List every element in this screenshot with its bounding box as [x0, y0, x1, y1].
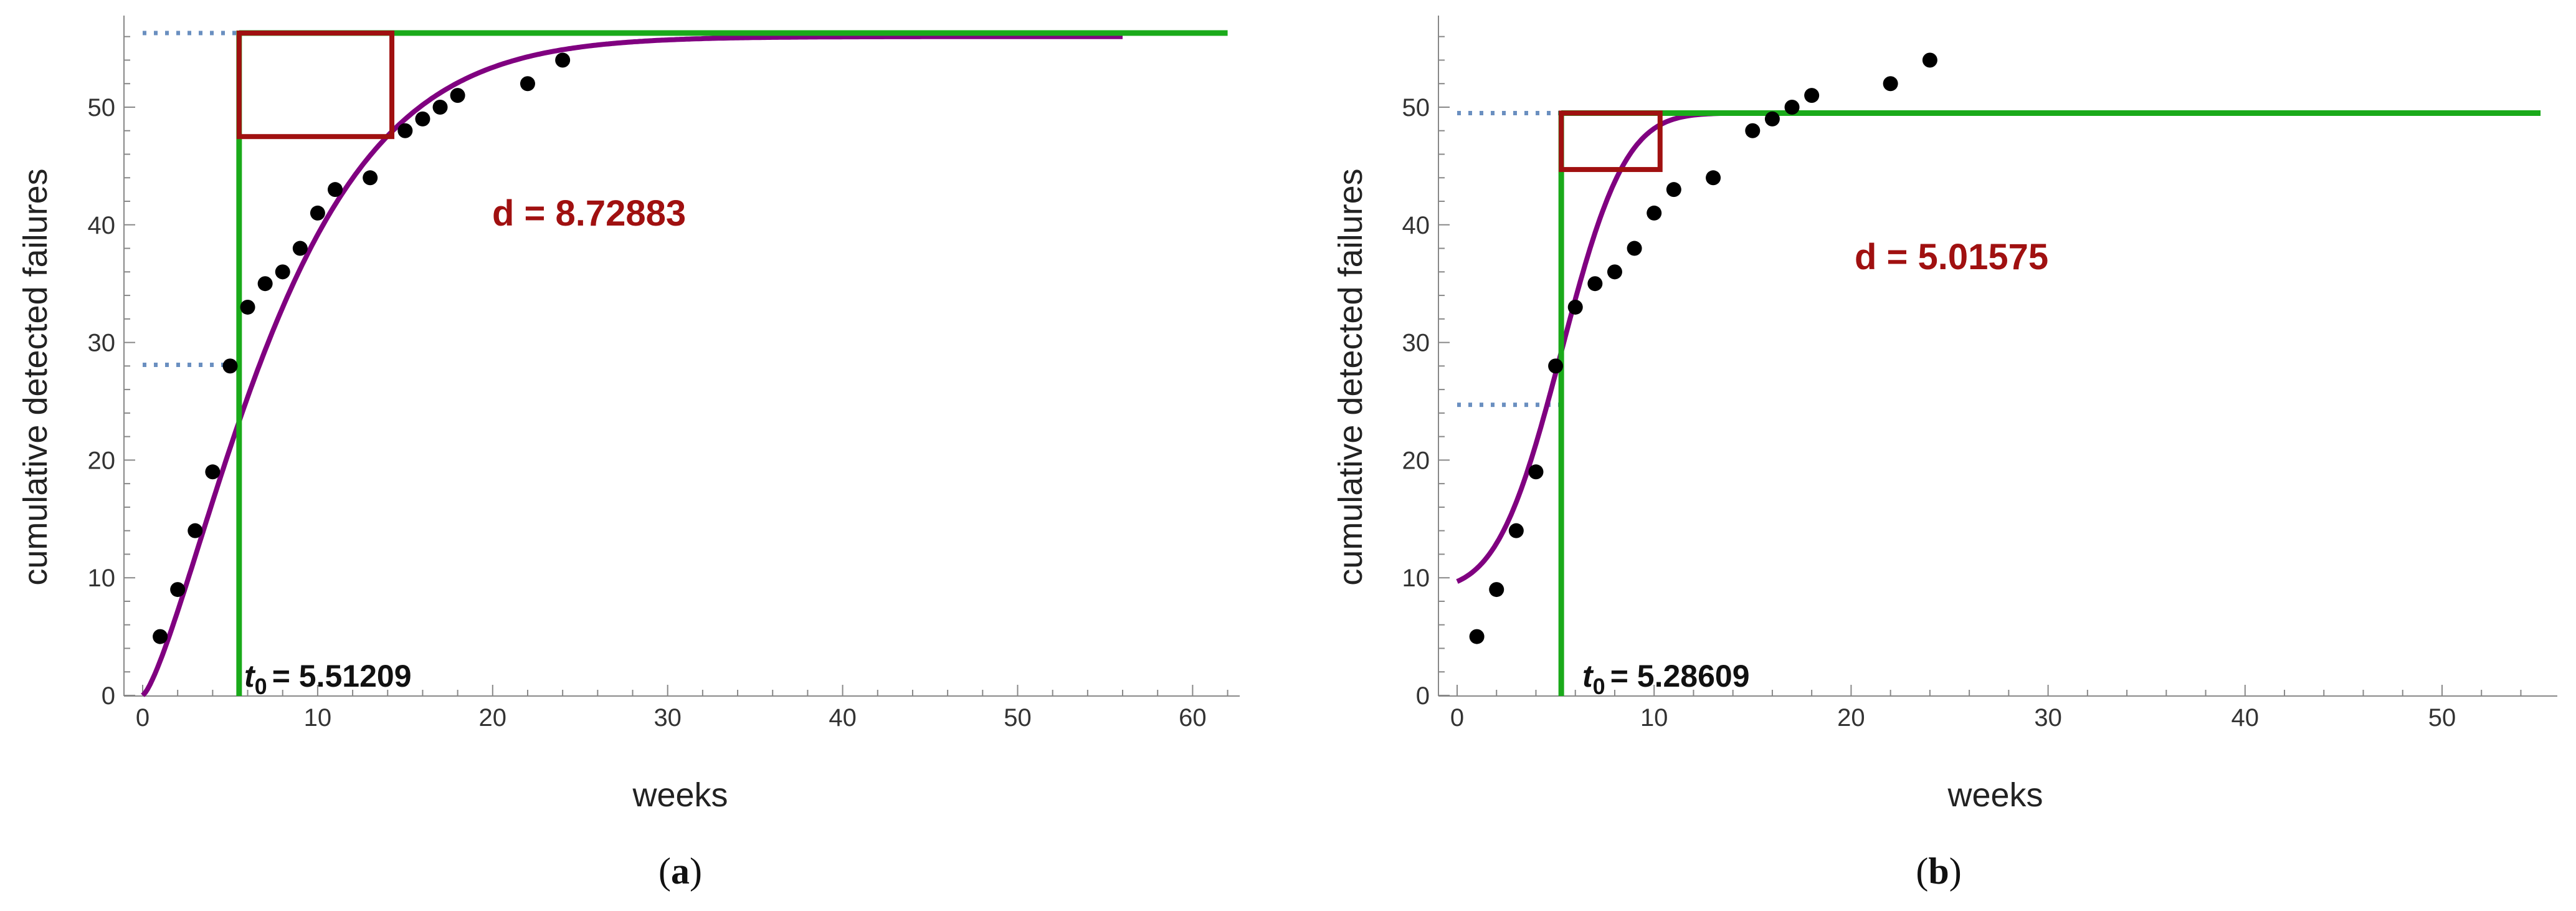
data-point [520, 76, 535, 92]
x-tick-label: 30 [654, 704, 682, 732]
data-point [1528, 464, 1544, 480]
data-point [153, 629, 168, 644]
data-point [310, 205, 325, 221]
data-point [1745, 123, 1761, 138]
t0-number: = 5.28609 [1610, 659, 1750, 694]
x-tick-label: 30 [2034, 704, 2062, 732]
panel-label-b: b [1928, 851, 1949, 892]
data-point [450, 88, 465, 103]
y-tick-label: 30 [1402, 330, 1430, 357]
d-value-label: d = 8.72883 [492, 193, 686, 234]
data-point [1548, 358, 1564, 374]
panel-label-a: a [671, 851, 690, 892]
x-tick-label: 40 [2231, 704, 2260, 732]
data-point [1469, 629, 1485, 644]
data-point [327, 182, 343, 198]
x-tick-label: 50 [1004, 704, 1032, 732]
t0-subscript: 0 [1593, 674, 1605, 699]
x-tick-label: 10 [1640, 704, 1668, 732]
data-point [415, 111, 430, 126]
t0-value-label: t0 = 5.28609 [1582, 659, 1750, 699]
data-point [1489, 582, 1504, 598]
data-point [1567, 299, 1583, 315]
x-tick-label: 0 [136, 704, 150, 732]
y-tick-label: 10 [88, 565, 116, 592]
data-point [1804, 88, 1820, 103]
data-point [1706, 170, 1721, 186]
y-tick-label: 0 [1416, 682, 1430, 710]
d-value-label: d = 5.01575 [1855, 237, 2048, 277]
data-point [292, 241, 308, 256]
t0-value-label: t0 = 5.51209 [244, 659, 412, 699]
data-point [397, 123, 413, 138]
data-point [1883, 76, 1898, 92]
data-point [222, 358, 238, 374]
t0-symbol: t [1582, 659, 1594, 694]
x-tick-label: 0 [1450, 704, 1464, 732]
y-tick-label: 40 [1402, 212, 1430, 239]
panel-caption-a: (a) [658, 851, 702, 892]
data-point [555, 52, 571, 68]
d-box [1559, 110, 1663, 173]
data-point [1587, 276, 1603, 292]
panel-caption-b: (b) [1916, 851, 1961, 892]
data-point [1764, 111, 1780, 126]
y-tick-label: 50 [1402, 94, 1430, 122]
data-point [1627, 241, 1642, 256]
data-point [188, 523, 203, 538]
x-tick-label: 60 [1179, 704, 1207, 732]
y-tick-label: 10 [1402, 565, 1430, 592]
data-point [1784, 100, 1800, 115]
y-tick-label: 30 [88, 330, 116, 357]
data-point [205, 464, 221, 480]
y-axis-label-b: cumulative detected failures [1332, 168, 1369, 585]
fitted-curve [1456, 110, 2442, 584]
y-tick-label: 50 [88, 94, 116, 122]
y-tick-label: 40 [88, 212, 116, 239]
data-point [240, 299, 255, 315]
data-point [1607, 264, 1622, 280]
data-point [1666, 182, 1681, 198]
data-point [257, 276, 273, 292]
t0-number: = 5.51209 [272, 659, 412, 694]
x-axis-label-b: weeks [1947, 776, 2043, 814]
x-tick-label: 20 [479, 704, 507, 732]
d-box [236, 31, 395, 140]
x-tick-label: 10 [304, 704, 332, 732]
x-axis-label-a: weeks [632, 776, 728, 814]
data-point [1922, 52, 1937, 68]
x-tick-label: 20 [1837, 704, 1865, 732]
t0-symbol: t [244, 659, 256, 694]
y-tick-label: 20 [88, 447, 116, 474]
data-point [1508, 523, 1524, 538]
data-point [170, 582, 186, 598]
y-axis-label-a: cumulative detected failures [17, 168, 54, 585]
x-tick-label: 50 [2428, 704, 2456, 732]
data-point [432, 100, 448, 115]
x-tick-label: 40 [829, 704, 857, 732]
data-point [363, 170, 378, 186]
data-point [275, 264, 290, 280]
y-tick-label: 20 [1402, 447, 1430, 474]
y-tick-label: 0 [102, 682, 115, 710]
t0-subscript: 0 [255, 674, 267, 699]
fitted-curve [141, 34, 1123, 697]
data-point [1647, 205, 1662, 221]
